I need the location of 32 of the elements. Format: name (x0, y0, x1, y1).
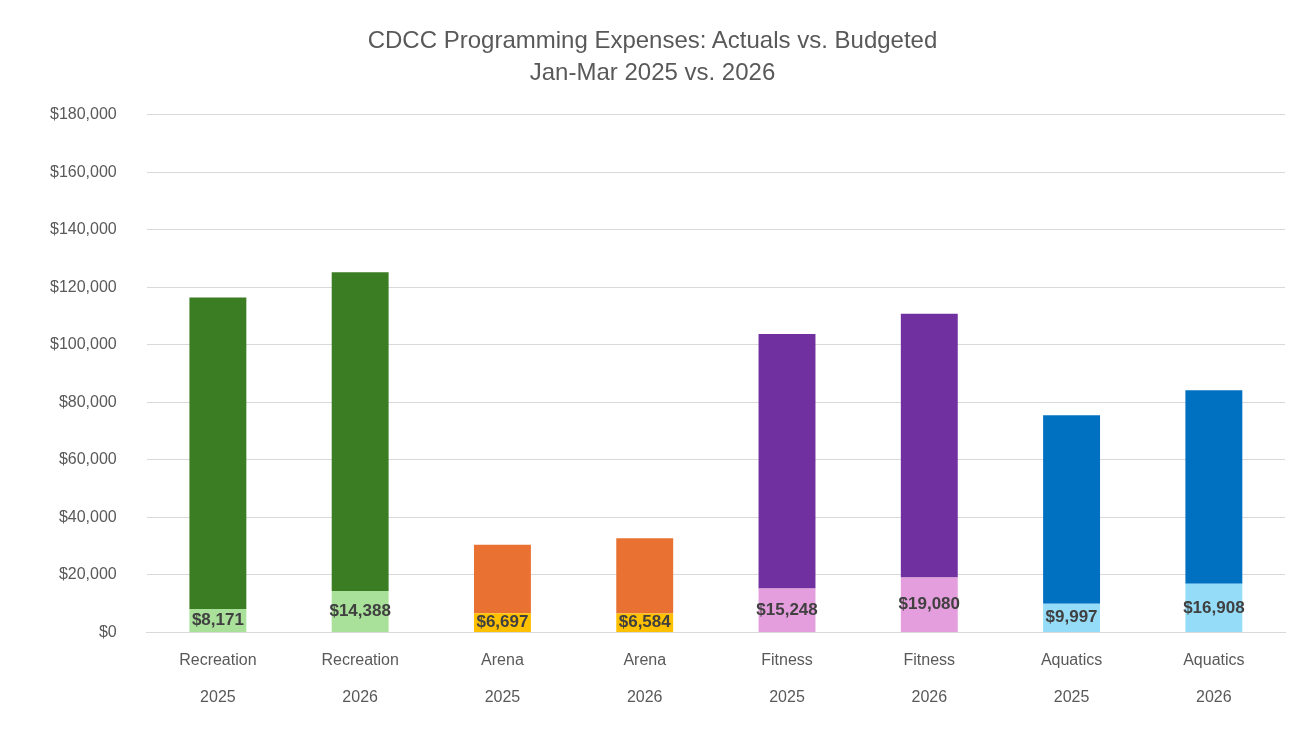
bar (900, 313, 958, 578)
category-label: Arena 2026 (623, 651, 667, 706)
y-tick-label: $160,000 (50, 162, 117, 180)
category-label: Recreation 2026 (321, 651, 399, 706)
bar (1185, 390, 1243, 584)
category-label: Arena 2025 (481, 651, 524, 706)
y-tick-label: $20,000 (58, 565, 117, 583)
bar (473, 544, 531, 614)
y-tick-label: $140,000 (50, 220, 117, 238)
bar (758, 334, 816, 589)
bar (1043, 415, 1101, 604)
y-tick-label: $180,000 (50, 105, 117, 123)
text: CDCC Programming Expenses: Actuals vs. Budgeted (367, 25, 938, 53)
category-label: Aquatics 2026 (1183, 651, 1245, 706)
y-tick-label: $40,000 (58, 507, 117, 525)
data-label: $6,697 (476, 612, 529, 632)
data-label: $8,171 (191, 610, 244, 630)
bar (331, 272, 389, 592)
bar (189, 297, 247, 609)
y-tick-label: $120,000 (50, 277, 117, 295)
category-label: Fitness 2026 (903, 651, 956, 706)
y-tick-label: $60,000 (58, 450, 117, 468)
y-tick-label: $0 (98, 622, 117, 640)
category-label: Recreation 2025 (179, 651, 257, 706)
category-label: Fitness 2025 (761, 651, 813, 706)
text: Jan-Mar 2025 vs. 2026 (529, 58, 776, 86)
bar (616, 538, 674, 614)
y-tick-label: $100,000 (50, 335, 117, 353)
data-label: $9,997 (1045, 607, 1098, 627)
data-label: $6,584 (618, 612, 672, 632)
category-label: Aquatics 2025 (1040, 651, 1103, 706)
y-tick-label: $80,000 (58, 392, 117, 410)
